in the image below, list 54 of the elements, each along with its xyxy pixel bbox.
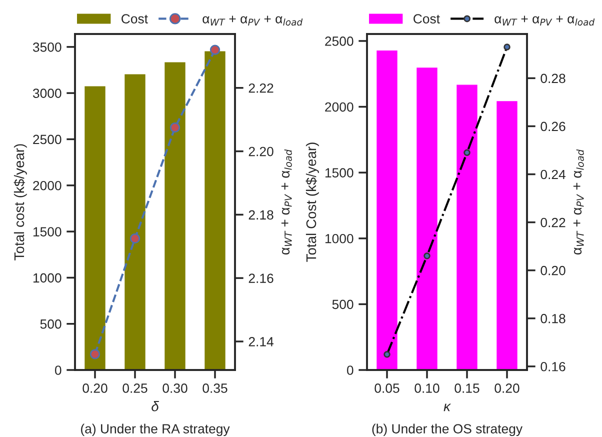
x-tick-label: 0.25 <box>122 384 148 393</box>
text: (a) Under the RA strategy <box>81 424 230 436</box>
y-tick-label: 3500 <box>32 42 62 52</box>
text: (b) Under the OS strategy <box>372 424 523 436</box>
x-axis-title: κ <box>444 404 452 412</box>
y-axis-title: Total cost (k$/year) <box>14 144 27 260</box>
y-tick-label: 0 <box>54 366 62 375</box>
y2-tick-label: 2.14 <box>248 337 274 346</box>
x-tick-label: 0.10 <box>414 384 440 393</box>
y2-tick-label: 0.18 <box>540 314 566 324</box>
y2-tick-label: 0.24 <box>540 170 566 180</box>
y2-tick-label: 2.20 <box>248 146 274 156</box>
legend-label: Cost <box>122 14 148 24</box>
y-tick-label: 2500 <box>325 36 354 46</box>
bar <box>204 51 226 370</box>
y-tick-label: 2500 <box>33 134 62 144</box>
y-axis-title: Total Cost (k$/year) <box>306 142 319 262</box>
y2-axis-title: α$_{WT}$ + α$_{PV}$ + α$_{load}$ <box>573 149 584 255</box>
x-tick-label: 0.20 <box>82 384 108 393</box>
y2-tick-label: 0.28 <box>540 74 566 84</box>
x-tick-label: 0.20 <box>494 384 520 393</box>
y2-tick-label: 0.16 <box>540 362 566 372</box>
y2-tick-label: 2.18 <box>248 210 274 220</box>
y2-tick-label: 0.26 <box>540 122 566 132</box>
y-tick-label: 1500 <box>325 168 354 178</box>
x-axis-title: δ <box>152 401 159 412</box>
x-tick-label: 0.35 <box>202 384 228 393</box>
y-tick-label: 1500 <box>33 227 62 236</box>
bar <box>496 101 518 370</box>
y-tick-label: 0 <box>346 366 354 375</box>
y-tick-label: 500 <box>40 319 62 329</box>
bar <box>164 62 186 370</box>
y-tick-label: 500 <box>332 300 354 310</box>
x-tick-label: 0.30 <box>162 384 188 393</box>
y-tick-label: 3000 <box>32 88 62 98</box>
legend-label: Cost <box>414 14 440 24</box>
x-tick-label: 0.15 <box>454 384 480 393</box>
bar <box>124 74 146 370</box>
y2-tick-label: 2.22 <box>248 83 274 93</box>
y2-tick-label: 2.16 <box>248 274 274 283</box>
y2-axis-title: α$_{WT}$ + α$_{PV}$ + α$_{load}$ <box>281 149 292 255</box>
legend-label: α$_{WT}$ + α$_{PV}$ + α$_{load}$ <box>202 16 303 26</box>
y2-tick-label: 0.22 <box>540 218 566 228</box>
bar <box>84 86 106 370</box>
y-tick-label: 1000 <box>325 234 354 244</box>
x-tick-label: 0.05 <box>374 384 400 393</box>
bar <box>456 84 478 370</box>
y-tick-label: 1000 <box>33 273 62 283</box>
y-tick-label: 2000 <box>325 102 354 112</box>
legend-label: α$_{WT}$ + α$_{PV}$ + α$_{load}$ <box>494 16 595 26</box>
y-tick-label: 2000 <box>33 180 62 190</box>
bar <box>376 50 398 370</box>
bar <box>416 68 438 370</box>
y2-tick-label: 0.20 <box>540 266 566 276</box>
